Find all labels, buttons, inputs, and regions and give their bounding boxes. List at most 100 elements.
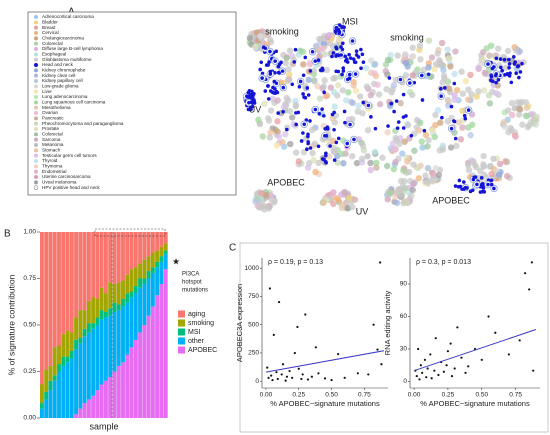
tsne-point <box>466 108 471 112</box>
tsne-point <box>453 184 458 188</box>
tsne-point <box>349 99 356 107</box>
tsne-point <box>354 49 359 53</box>
bar-segment <box>95 390 100 418</box>
bar-segment <box>163 254 168 270</box>
tsne-point <box>410 161 417 168</box>
tsne-point <box>489 178 494 183</box>
legend-swatch <box>34 153 38 158</box>
tsne-point <box>265 204 272 211</box>
bar-segment <box>108 308 113 316</box>
bar-segment <box>61 356 66 366</box>
legend-label: Uterine carcinosarcoma <box>42 174 91 179</box>
point <box>453 367 456 370</box>
bar-segment <box>82 328 87 337</box>
bar-segment <box>74 339 78 350</box>
tsne-point <box>337 23 342 27</box>
tsne-point <box>524 123 532 131</box>
tsne-point <box>490 66 495 71</box>
bar-segment <box>57 364 61 372</box>
tsne-point <box>347 52 351 57</box>
y-axis-label: APOBEC3A expression <box>235 284 244 362</box>
y-axis-label: % of signature contribution <box>6 274 16 375</box>
bar-segment <box>82 232 87 311</box>
tsne-point <box>463 116 468 121</box>
bar-segment <box>138 287 142 333</box>
cluster-label: APOBEC <box>267 177 305 187</box>
tsne-point <box>313 42 320 49</box>
tsne-point <box>272 91 276 95</box>
tsne-point <box>341 41 345 46</box>
tsne-point <box>409 91 416 99</box>
tsne-plot <box>242 23 540 213</box>
tsne-point <box>462 77 470 85</box>
tsne-point <box>424 143 431 150</box>
tsne-point <box>393 199 401 207</box>
tsne-point <box>292 60 297 64</box>
point <box>284 379 287 382</box>
tsne-point <box>475 64 482 72</box>
y-tick-label: 0.00 <box>23 415 36 422</box>
bar-segment <box>40 408 44 418</box>
tsne-point <box>480 87 488 94</box>
point <box>268 287 271 290</box>
tsne-point <box>345 141 350 146</box>
y-tick-label: 30 <box>400 346 408 353</box>
tsne-point <box>334 81 342 89</box>
point <box>430 377 433 380</box>
x-tick-label: 0.75 <box>358 392 371 399</box>
legend-label: Glioblastoma multiforme <box>42 57 92 62</box>
tsne-point <box>425 64 432 71</box>
tsne-point <box>392 146 399 153</box>
tsne-point <box>345 89 352 96</box>
tsne-point <box>274 118 281 125</box>
tsne-point <box>441 75 448 82</box>
tsne-point <box>444 46 451 53</box>
tsne-point <box>339 87 346 94</box>
tsne-point <box>346 194 353 202</box>
point <box>450 374 454 378</box>
point <box>297 367 300 370</box>
bar-segment <box>99 384 104 418</box>
bar-segment <box>65 330 70 357</box>
bar-segment <box>61 232 66 335</box>
bar-segment <box>112 302 117 312</box>
tsne-point <box>367 166 374 174</box>
legend-label: HPV positive head and neck <box>42 185 100 190</box>
tsne-point <box>259 60 264 65</box>
y-tick-label: 750 <box>248 293 259 300</box>
point <box>480 358 483 361</box>
bar-segment <box>129 291 134 298</box>
tsne-point <box>285 127 289 132</box>
tsne-point <box>492 186 496 191</box>
tsne-point <box>246 34 254 42</box>
tsne-point <box>282 60 290 67</box>
point <box>304 313 307 316</box>
legend-swatch <box>34 25 38 30</box>
tsne-point <box>348 122 352 127</box>
point <box>317 372 320 375</box>
bar-segment <box>44 399 49 418</box>
tsne-point <box>308 119 312 123</box>
point <box>442 370 445 373</box>
tsne-point <box>352 137 356 142</box>
tsne-point <box>397 186 404 193</box>
tsne-point <box>281 109 285 114</box>
tsne-point <box>440 66 447 74</box>
tsne-point <box>268 49 272 54</box>
point <box>434 337 437 340</box>
tsne-point <box>428 54 436 61</box>
annotation: PI3CA <box>182 272 199 278</box>
tsne-point <box>489 73 493 77</box>
bar-segment <box>125 293 130 303</box>
tsne-point <box>323 92 331 99</box>
bar-segment <box>52 375 57 381</box>
tsne-point <box>404 199 411 207</box>
legend-label: Mesothelioma <box>42 105 71 110</box>
tsne-point <box>435 171 443 179</box>
legend-box <box>27 11 237 196</box>
tsne-point <box>280 69 285 73</box>
tsne-point <box>432 111 439 119</box>
point <box>300 377 303 381</box>
tsne-point <box>449 126 454 131</box>
tsne-point <box>453 136 458 141</box>
